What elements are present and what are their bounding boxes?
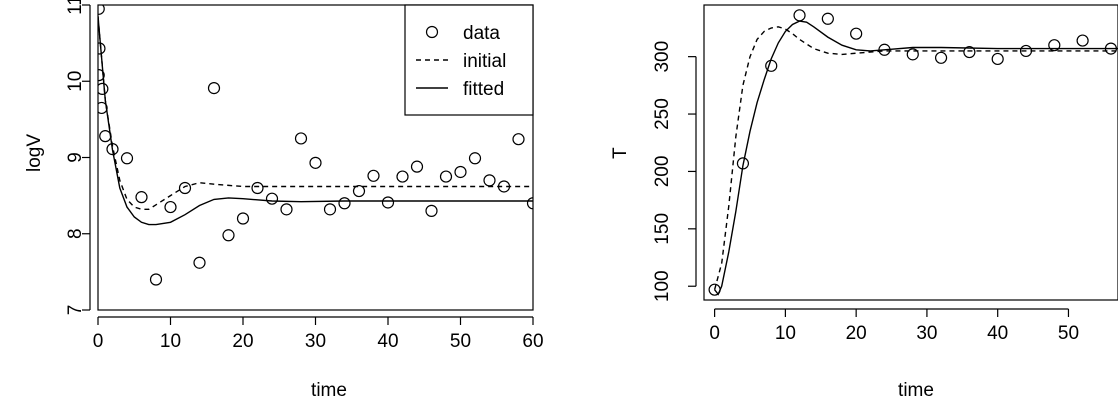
data-point: [265, 192, 279, 205]
data-point: [120, 152, 134, 165]
data-point: [793, 9, 806, 22]
data-point: [178, 181, 192, 195]
data-point: [222, 229, 235, 242]
plot-frame: [97, 4, 534, 311]
x-axis-title: time: [311, 380, 347, 401]
data-point: [850, 27, 863, 40]
data-point: [236, 212, 250, 225]
y-tick-label: 7: [65, 305, 86, 316]
data-point: [251, 181, 264, 195]
data-point: [821, 12, 834, 25]
data-point: [1048, 39, 1061, 52]
data-point: [439, 170, 453, 183]
data-point: [99, 130, 112, 143]
y-tick-label: 150: [652, 213, 673, 245]
series-layer: [98, 5, 533, 286]
initial-curve: [98, 16, 533, 211]
data-point: [454, 165, 467, 179]
x-tick-label: 50: [450, 331, 471, 352]
data-point: [991, 52, 1004, 66]
x-axis-title: time: [898, 380, 934, 401]
data-point: [906, 48, 919, 61]
x-tick-label: 60: [522, 331, 543, 352]
x-tick-label: 30: [916, 323, 937, 344]
x-tick-label: 0: [93, 331, 104, 352]
y-axis-title: T: [610, 147, 631, 159]
fitted-curve: [714, 20, 1118, 296]
data-point: [338, 197, 351, 210]
fitted-curve: [98, 16, 533, 226]
panel-t: 0 10 20 30 40 50 100 150 200 250 300 time T: [610, 4, 1118, 401]
data-point: [934, 51, 948, 64]
x-tick-label: 40: [987, 323, 1008, 344]
data-point: [483, 174, 496, 187]
legend-circle-key: [425, 25, 439, 39]
data-point: [468, 152, 482, 165]
data-point: [98, 42, 106, 55]
series-layer: [708, 9, 1118, 296]
data-point: [207, 82, 221, 95]
data-point: [526, 197, 533, 210]
x-tick-label: 30: [305, 331, 326, 352]
legend-label: fitted: [463, 79, 504, 100]
y-tick-label: 100: [652, 270, 673, 302]
data-point: [425, 204, 438, 217]
y-tick-label: 9: [65, 152, 86, 163]
data-point: [135, 191, 148, 204]
data-point: [309, 156, 322, 169]
data-point: [164, 200, 177, 214]
data-point: [352, 184, 366, 198]
x-tick-label: 10: [160, 331, 181, 352]
x-tick-label: 20: [232, 331, 253, 352]
data-point: [410, 160, 424, 173]
initial-curve: [713, 26, 1118, 290]
panel-logv: 0 10 20 30 40 50 60 7 8 9 10 11 time logV data initial f…: [24, 0, 544, 401]
data-point: [512, 133, 525, 146]
y-axis-title: logV: [24, 134, 45, 172]
data-point: [963, 45, 976, 59]
x-tick-label: 0: [709, 323, 720, 344]
data-point: [98, 5, 105, 15]
y-tick-label: 300: [652, 41, 673, 73]
y-tick-label: 250: [652, 98, 673, 130]
y-tick-label: 8: [65, 228, 86, 239]
y-tick-label: 11: [65, 0, 86, 15]
x-tick-label: 40: [377, 331, 398, 352]
data-point: [149, 273, 163, 286]
y-tick-label: 10: [65, 71, 86, 92]
data-point: [98, 69, 105, 82]
data-point: [381, 196, 395, 209]
data-point: [98, 82, 109, 95]
data-point: [323, 203, 337, 216]
legend-label: initial: [463, 51, 506, 72]
x-tick-label: 20: [846, 323, 867, 344]
data-point: [193, 256, 206, 269]
data-point: [367, 169, 380, 182]
data-point: [280, 203, 293, 216]
y-tick-label: 200: [652, 156, 673, 188]
x-tick-label: 50: [1058, 323, 1079, 344]
x-tick-label: 10: [775, 323, 796, 344]
data-point: [1076, 34, 1089, 47]
legend-label: data: [463, 23, 500, 44]
plot-frame: [703, 4, 1118, 301]
data-point: [396, 170, 409, 183]
legend: data initial fitted: [404, 4, 534, 116]
data-point: [294, 132, 308, 145]
